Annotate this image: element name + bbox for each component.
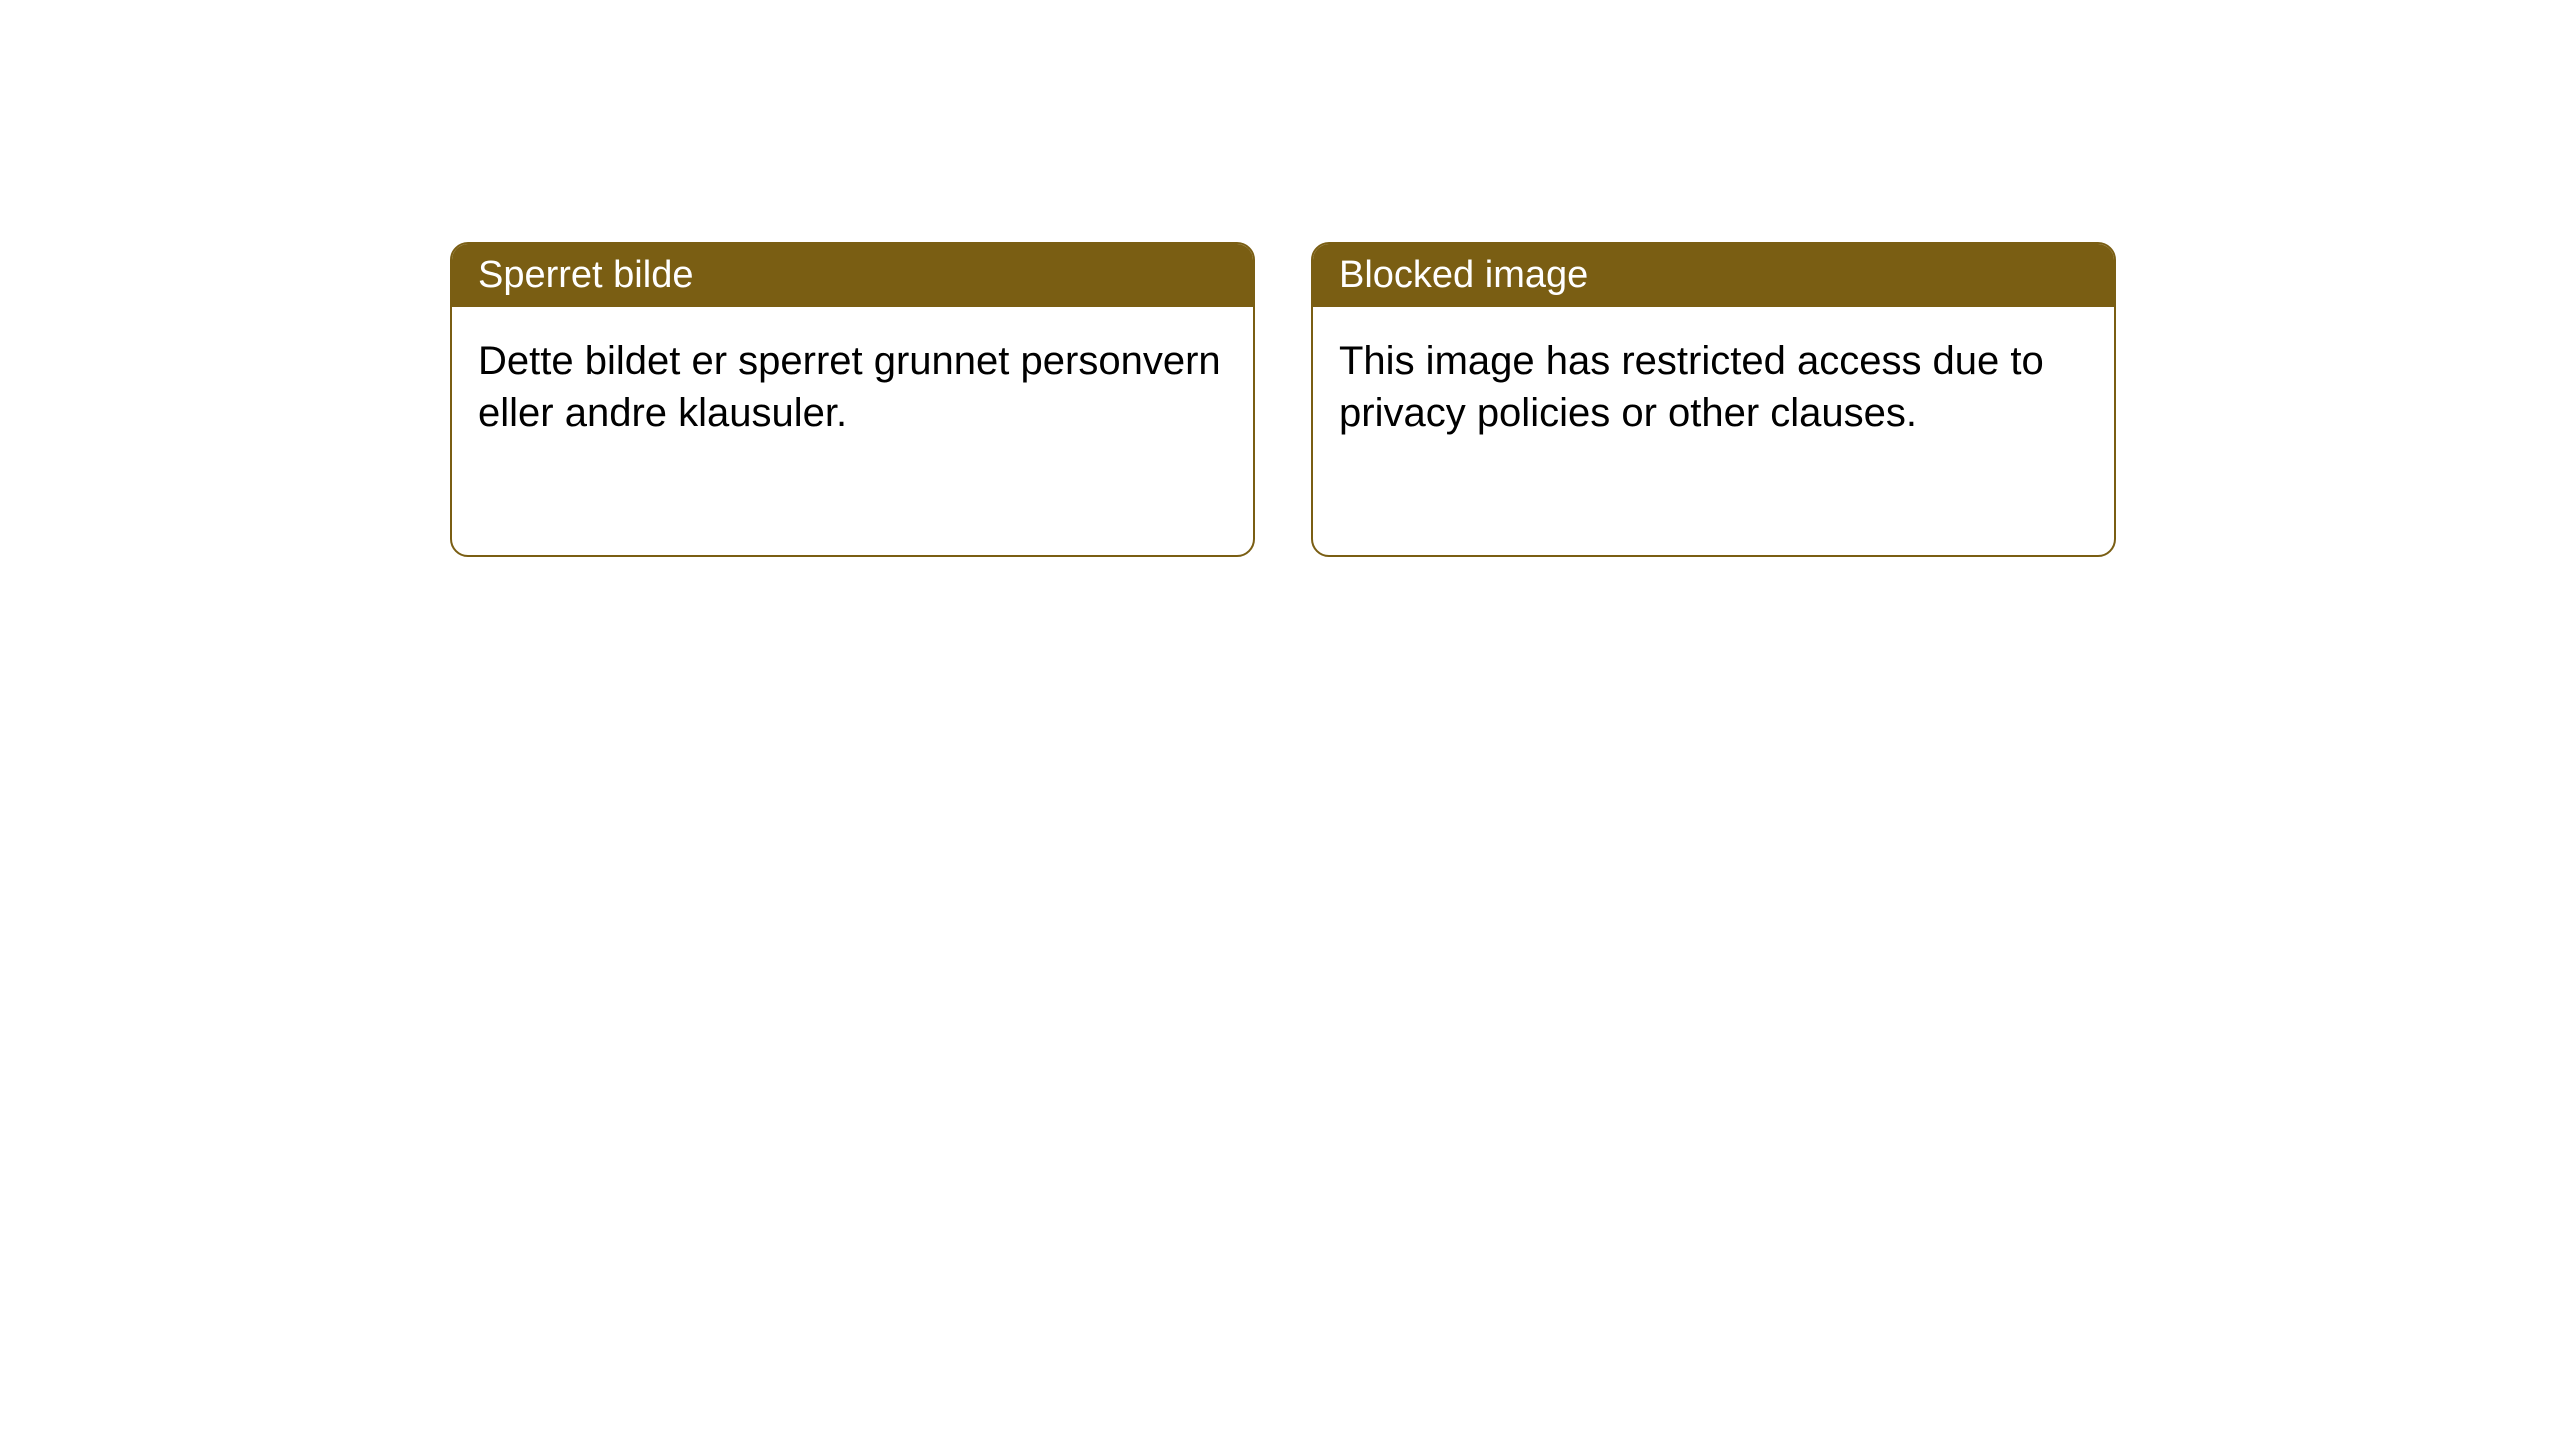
notice-card-english: Blocked image This image has restricted … [1311,242,2116,557]
notice-header-norwegian: Sperret bilde [452,244,1253,307]
notice-title-english: Blocked image [1339,254,1588,296]
notice-body-norwegian: Dette bildet er sperret grunnet personve… [452,307,1253,555]
notice-title-norwegian: Sperret bilde [478,254,693,296]
notices-container: Sperret bilde Dette bildet er sperret gr… [450,242,2116,557]
notice-header-english: Blocked image [1313,244,2114,307]
notice-text-english: This image has restricted access due to … [1339,339,2044,435]
notice-card-norwegian: Sperret bilde Dette bildet er sperret gr… [450,242,1255,557]
notice-body-english: This image has restricted access due to … [1313,307,2114,555]
notice-text-norwegian: Dette bildet er sperret grunnet personve… [478,339,1221,435]
